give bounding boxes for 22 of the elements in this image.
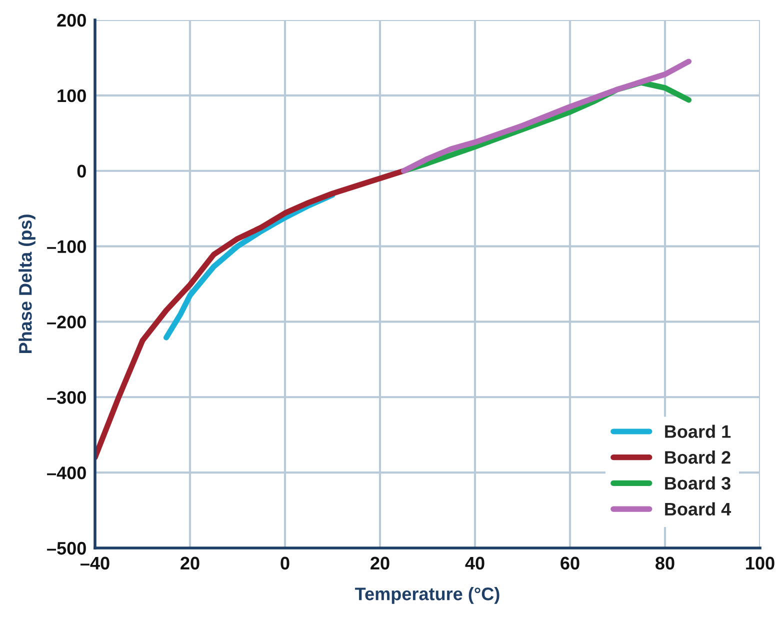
y-tick-label: 100 [58, 89, 86, 102]
y-axis-title: Phase Delta (ps) [18, 214, 36, 354]
y-tick-label: –500 [47, 542, 86, 555]
y-tick-label: 0 [77, 164, 86, 178]
x-tick-label: 0 [280, 556, 290, 570]
y-tick-label: 200 [57, 14, 86, 27]
y-tick-label: –100 [47, 240, 86, 254]
x-tick-label: –40 [80, 556, 110, 570]
x-tick-label: 40 [465, 556, 484, 570]
x-tick-label: 20 [180, 556, 200, 570]
legend-label: Board 2 [665, 450, 730, 464]
legend-label: Board 1 [665, 424, 731, 438]
x-tick-label: 20 [370, 556, 390, 570]
x-tick-label: 100 [746, 556, 774, 570]
y-tick-label: –200 [47, 316, 86, 328]
x-tick-label: 80 [656, 556, 674, 570]
legend-label: Board 3 [665, 476, 730, 490]
x-axis-title: Temperature (°C) [355, 587, 500, 604]
y-tick-label: –400 [47, 466, 86, 480]
legend-label: Board 4 [665, 502, 732, 516]
x-tick-label: 60 [560, 556, 580, 570]
y-tick-label: –300 [47, 391, 86, 404]
